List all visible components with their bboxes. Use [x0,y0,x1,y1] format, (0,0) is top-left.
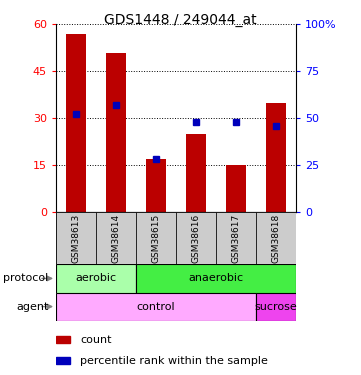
Text: count: count [80,334,112,345]
Text: GSM38613: GSM38613 [71,213,81,263]
Bar [56,212,96,264]
Text: GSM38618: GSM38618 [271,213,280,263]
Bar [146,159,166,212]
Text: anaerobic: anaerobic [188,273,244,284]
Bar [56,357,70,364]
Text: GDS1448 / 249044_at: GDS1448 / 249044_at [104,13,257,27]
Text: GSM38615: GSM38615 [152,213,161,263]
Text: agent: agent [16,302,49,312]
Bar [256,292,296,321]
Bar [56,336,70,343]
Text: GSM38617: GSM38617 [231,213,240,263]
Bar [136,264,296,292]
Text: percentile rank within the sample: percentile rank within the sample [80,356,268,366]
Bar [186,134,206,212]
Bar [136,212,176,264]
Bar [56,292,256,321]
Bar [106,53,126,212]
Text: GSM38614: GSM38614 [112,214,121,262]
Text: GSM38616: GSM38616 [191,213,200,263]
Text: sucrose: sucrose [255,302,297,312]
Bar [266,102,286,212]
Bar [226,165,246,212]
Bar [96,212,136,264]
Bar [256,212,296,264]
Bar [176,212,216,264]
Bar [56,264,136,292]
Text: protocol: protocol [4,273,49,284]
Bar [66,34,86,212]
Text: aerobic: aerobic [75,273,117,284]
Text: control: control [137,302,175,312]
Bar [216,212,256,264]
